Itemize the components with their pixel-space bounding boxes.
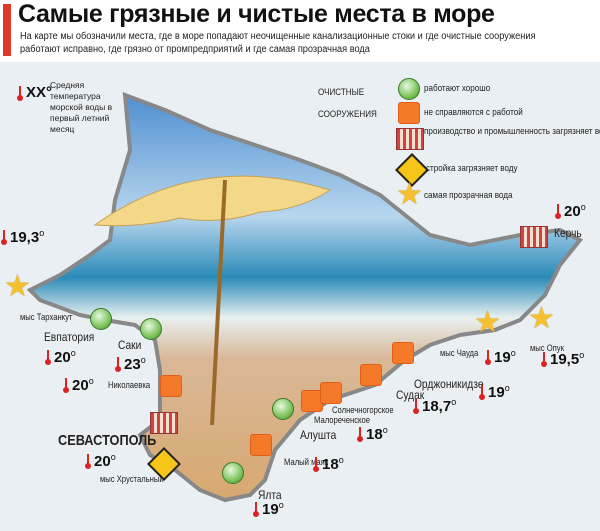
green-circle-icon — [90, 308, 112, 330]
temperature-value: 19,3 — [10, 229, 40, 246]
temperature-label: 23o — [115, 355, 146, 373]
degree-sign: o — [579, 350, 585, 360]
place-label: Алушта — [300, 428, 337, 442]
temp-symbol-text: XX° — [26, 84, 53, 101]
orange-square-icon — [320, 382, 342, 404]
place-label: Судак — [396, 388, 425, 402]
green-circle-icon — [222, 462, 244, 484]
green-circle-icon — [272, 398, 294, 420]
temperature-label: 18o — [313, 455, 344, 473]
place-label: Саки — [118, 338, 142, 352]
temperature-label: 20o — [555, 202, 586, 220]
legend-group-label: ОЧИСТНЫЕ СООРУЖЕНИЯ — [318, 87, 377, 120]
green-circle-icon — [140, 318, 162, 340]
temperature-label: 19o — [485, 348, 516, 366]
degree-sign: o — [580, 202, 586, 212]
degree-sign: o — [70, 348, 76, 358]
place-label: мыс Тарханкут — [20, 312, 73, 322]
place-label: мыс Опук — [530, 343, 564, 353]
degree-sign: o — [110, 452, 116, 462]
degree-sign: o — [278, 500, 284, 510]
green-circle-icon — [398, 78, 420, 100]
temperature-value: 19 — [494, 349, 511, 366]
place-label: Ялта — [258, 488, 282, 502]
accent-bar — [3, 4, 11, 56]
temperature-value: 18,7 — [422, 398, 452, 415]
place-label: Солнечногорское — [332, 405, 394, 415]
temperature-value: 19 — [488, 384, 505, 401]
degree-sign: o — [510, 348, 516, 358]
place-label: Малореченское — [314, 415, 371, 425]
temperature-label: 20o — [85, 452, 116, 470]
star-icon: ★ — [474, 306, 501, 339]
factory-icon — [520, 226, 548, 248]
degree-sign: o — [382, 425, 388, 435]
legend-label: производство и промышленность загрязняет… — [424, 126, 600, 137]
degree-sign: o — [504, 383, 510, 393]
star-icon: ★ — [528, 302, 555, 335]
temperature-label: 19,3o — [0, 228, 45, 246]
temperature-value: 23 — [124, 356, 141, 373]
temperature-label: 19o — [253, 500, 284, 518]
temperature-label: 19,5o — [540, 350, 585, 368]
temp-legend-symbol: XX° — [16, 84, 53, 101]
place-label: СЕВАСТОПОЛЬ — [58, 432, 157, 449]
page-title: Самые грязные и чистые места в море — [18, 0, 495, 28]
temperature-value: 20 — [72, 377, 89, 394]
temperature-value: 20 — [564, 203, 581, 220]
orange-square-icon — [160, 375, 182, 397]
temperature-label: 18o — [357, 425, 388, 443]
subtitle: На карте мы обозначили места, где в море… — [20, 31, 536, 55]
temperature-label: 18,7o — [412, 397, 457, 415]
place-label: Евпатория — [44, 330, 95, 344]
legend-label: работают хорошо — [424, 83, 491, 94]
legend-label: не справляются с работой — [424, 107, 523, 118]
temp-legend-text: Средняя температура морской воды в первы… — [50, 80, 113, 134]
degree-sign: o — [88, 376, 94, 386]
orange-square-icon — [250, 434, 272, 456]
degree-sign: o — [451, 397, 457, 407]
temperature-value: 19 — [262, 501, 279, 518]
temperature-value: 20 — [54, 349, 71, 366]
temperature-label: 20o — [45, 348, 76, 366]
place-label: Керчь — [554, 226, 582, 240]
temperature-value: 19,5 — [550, 351, 580, 368]
temperature-value: 18 — [322, 456, 339, 473]
legend-label: стройка загрязняет воду — [426, 163, 518, 174]
temperature-label: 20o — [63, 376, 94, 394]
place-label: мыс Чауда — [440, 348, 479, 358]
star-icon: ★ — [4, 270, 31, 303]
place-label: мыс Хрустальный — [100, 474, 164, 484]
degree-sign: o — [140, 355, 146, 365]
factory-icon — [150, 412, 178, 434]
orange-square-icon — [398, 102, 420, 124]
legend-label: самая прозрачная вода — [424, 190, 513, 201]
temperature-value: 20 — [94, 453, 111, 470]
orange-square-icon — [392, 342, 414, 364]
factory-icon — [396, 128, 424, 150]
place-label: Малый маяк — [284, 457, 329, 467]
place-label: Орджоникидзе — [414, 377, 484, 391]
star-icon: ★ — [396, 178, 423, 211]
header: Самые грязные и чистые места в море На к… — [0, 0, 600, 62]
place-label: Николаевка — [108, 380, 151, 390]
umbrella-illustration — [93, 175, 332, 426]
temperature-label: 19o — [479, 383, 510, 401]
degree-sign: o — [39, 228, 45, 238]
temperature-value: 18 — [366, 426, 383, 443]
orange-square-icon — [360, 364, 382, 386]
degree-sign: o — [338, 455, 344, 465]
